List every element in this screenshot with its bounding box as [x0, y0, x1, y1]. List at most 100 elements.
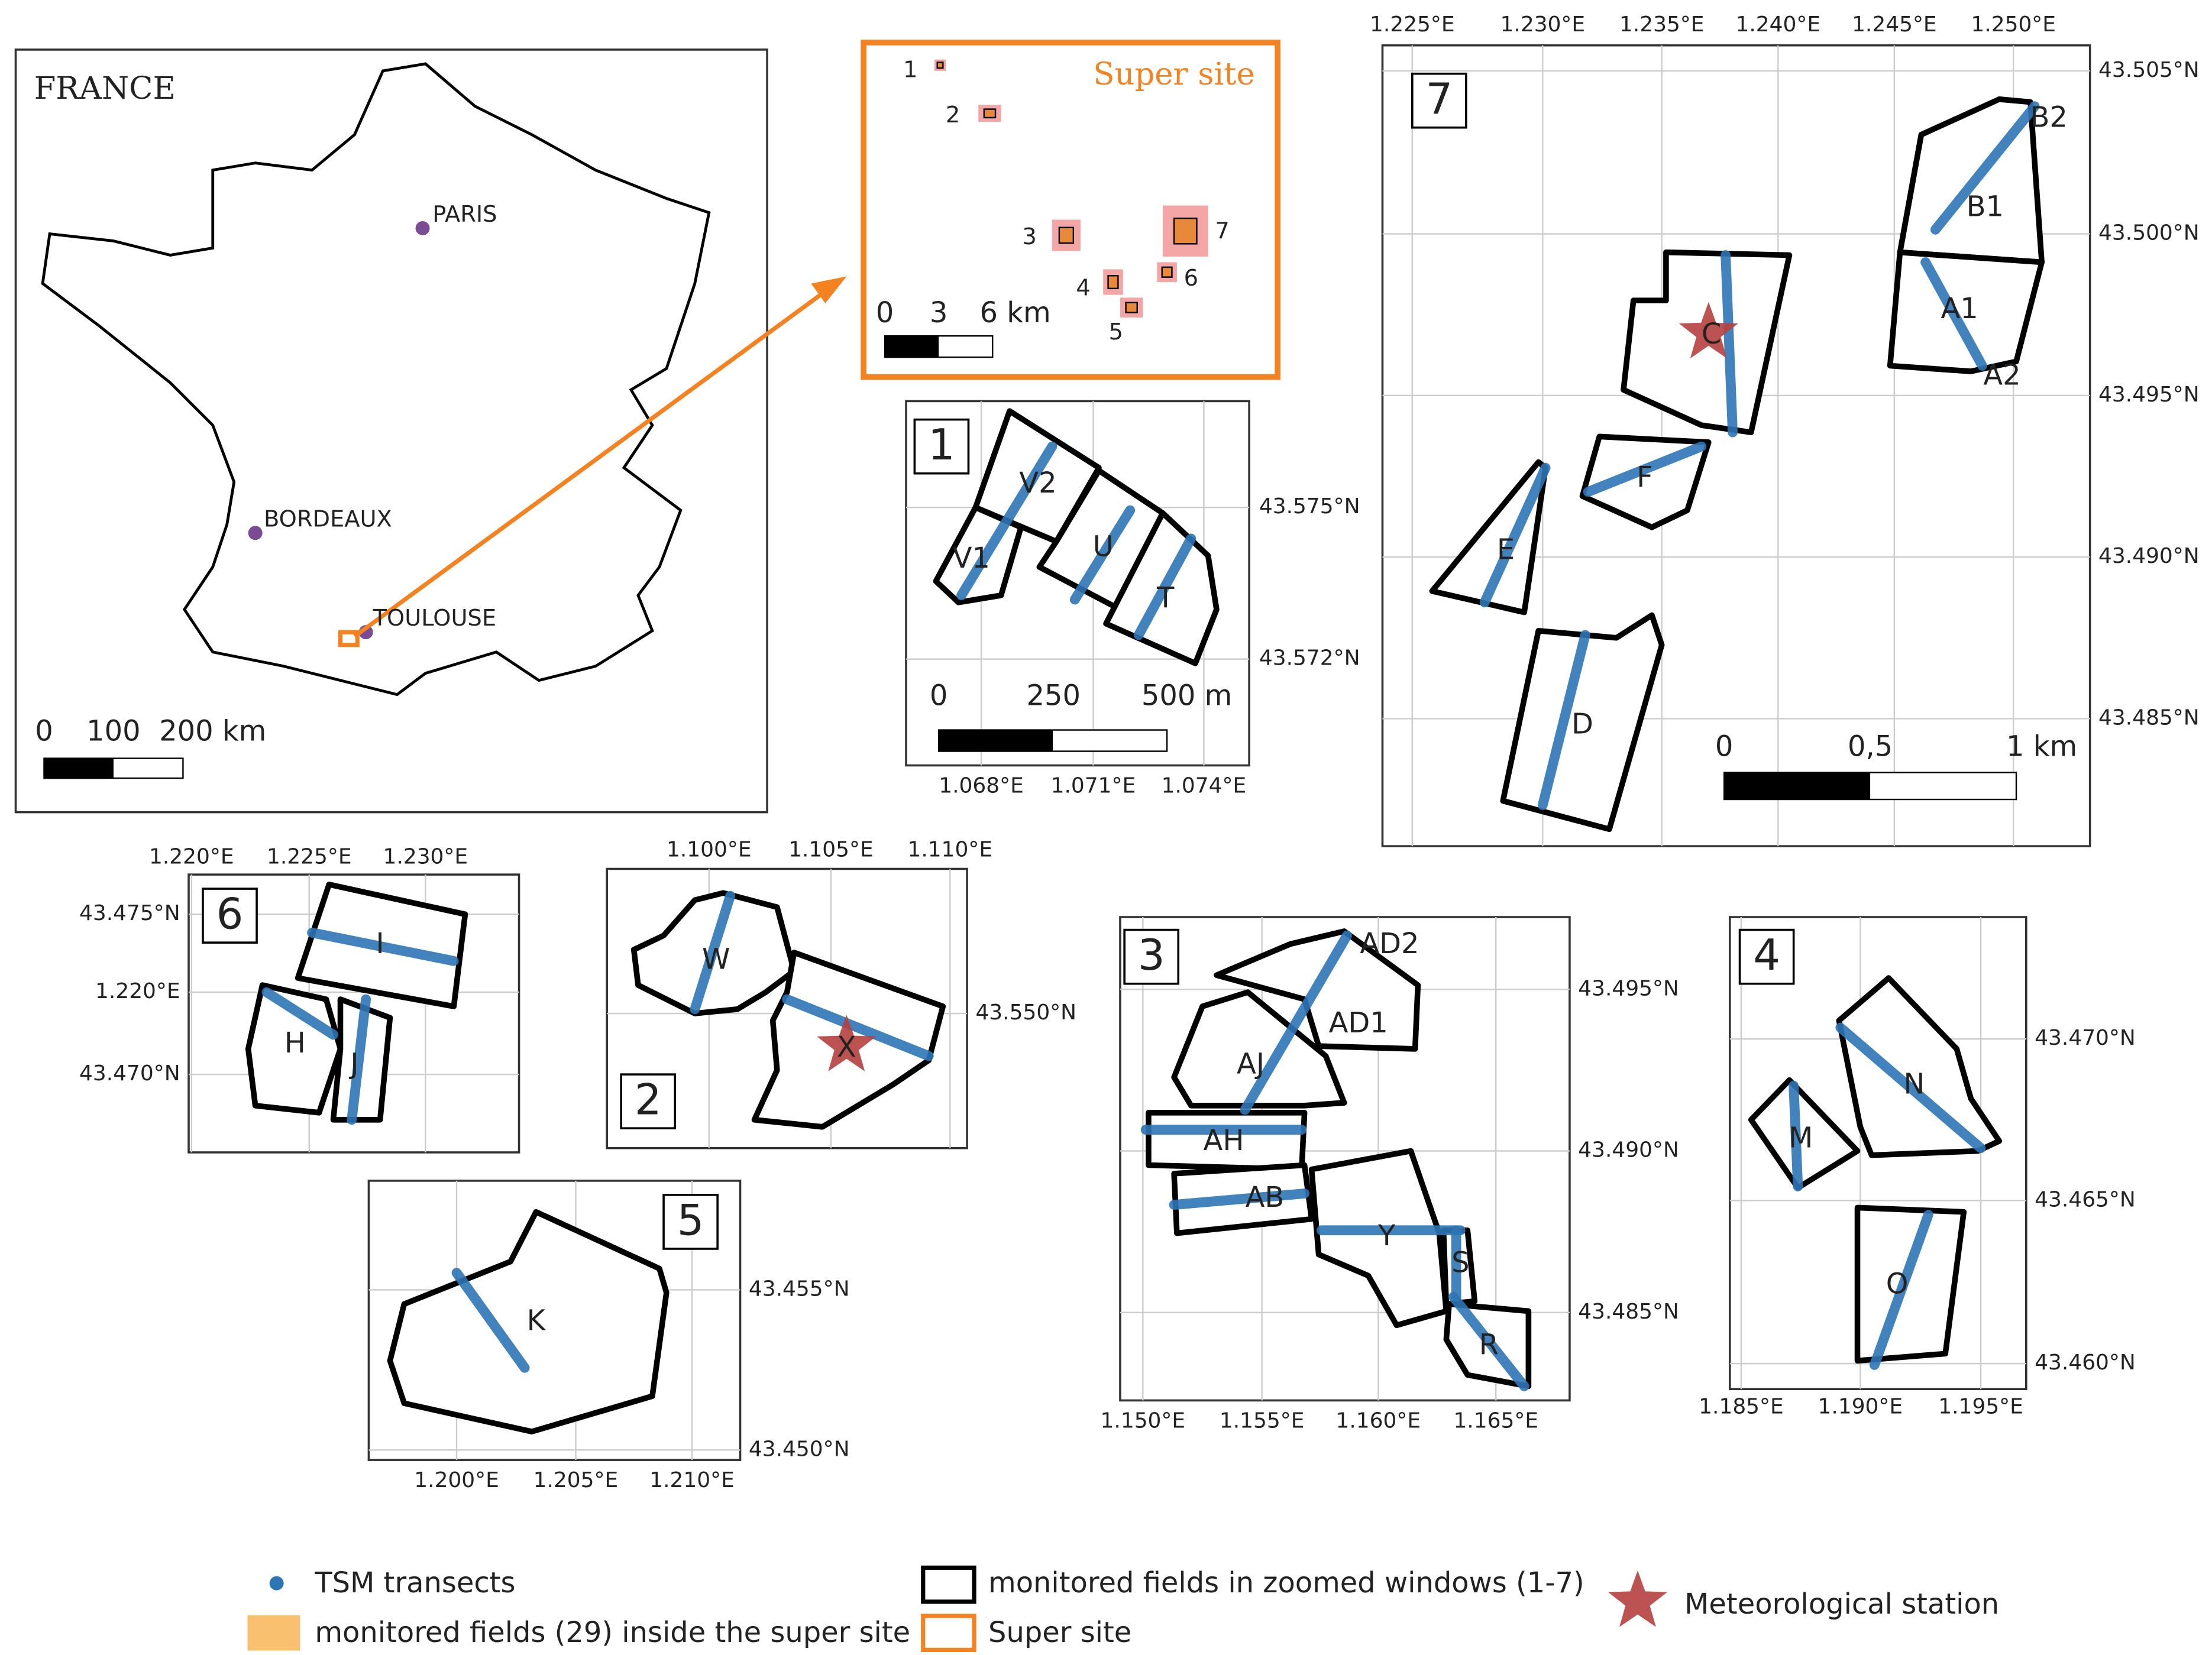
transect: [1869, 1210, 1933, 1370]
x-tick-label: 1.150°E: [1101, 1408, 1186, 1433]
scale-label: 500 m: [1141, 679, 1232, 712]
x-tick-label: 1.230°E: [383, 844, 468, 869]
transect: [690, 890, 736, 1015]
field-label: A1: [1941, 293, 1978, 325]
x-tick-label: 1.210°E: [649, 1468, 735, 1492]
legend-swatch: [921, 1565, 976, 1604]
field-outline: [1836, 975, 2003, 1158]
field-label: B1: [1967, 190, 2004, 223]
france-outline: [41, 62, 711, 697]
scale-bar-fill: [885, 336, 939, 358]
field-label: X: [837, 1031, 856, 1064]
site-number: 6: [1184, 265, 1198, 292]
scale-bar-fill: [939, 730, 1053, 752]
window-number: 2: [635, 1075, 662, 1125]
window-number: 5: [677, 1195, 704, 1245]
field-label: H: [284, 1027, 306, 1060]
transect: [1835, 1022, 1986, 1154]
legend-swatch: [921, 1614, 976, 1652]
y-tick-label: 43.470°N: [2035, 1026, 2136, 1050]
site-number: 2: [946, 102, 960, 128]
window-number-box: [1411, 72, 1467, 129]
site-number: 3: [1022, 224, 1036, 250]
window-number-box: [662, 1194, 719, 1250]
x-tick-label: 1.185°E: [1699, 1394, 1784, 1418]
arrow-head: [811, 276, 847, 304]
site-number: 4: [1076, 275, 1090, 302]
field-label: AH: [1204, 1125, 1244, 1157]
field-label: V1: [953, 542, 990, 575]
field-label: W: [702, 943, 730, 976]
scale-label: 0: [930, 679, 948, 712]
site-field: [1058, 226, 1075, 244]
transect: [1930, 101, 2040, 235]
legend-label: Meteorological station: [1684, 1588, 1999, 1621]
transect: [1920, 257, 1987, 371]
field-outline: [1854, 1204, 1967, 1364]
window-number: 4: [1753, 930, 1780, 980]
x-tick-label: 1.205°E: [533, 1468, 619, 1492]
field-label: K: [527, 1305, 546, 1337]
x-tick-label: 1.235°E: [1619, 12, 1705, 37]
x-tick-label: 1.100°E: [667, 837, 752, 861]
scale-label: 0: [1715, 731, 1733, 763]
city-label: PARIS: [432, 201, 497, 228]
field-outline: [387, 1209, 670, 1434]
y-tick-label: 43.475°N: [79, 901, 180, 925]
x-tick-label: 1.220°E: [149, 844, 234, 869]
map-title: FRANCE: [34, 70, 176, 106]
transect: [347, 994, 371, 1125]
y-tick-label: 43.450°N: [749, 1437, 850, 1461]
scale-label: 3: [930, 297, 948, 329]
y-tick-label: 43.550°N: [975, 1000, 1076, 1025]
transect: [1789, 1080, 1803, 1191]
y-tick-label: 43.495°N: [2098, 383, 2200, 407]
y-tick-label: 43.500°N: [2098, 221, 2200, 245]
x-tick-label: 1.195°E: [1938, 1394, 2023, 1418]
transect: [451, 1268, 530, 1373]
y-tick-label: 43.495°N: [1578, 976, 1679, 1000]
field-label: T: [1156, 582, 1175, 614]
field-label: R: [1479, 1329, 1499, 1361]
scale-bar-fill: [1724, 772, 1871, 800]
x-tick-label: 1.200°E: [414, 1468, 499, 1492]
transect: [1721, 250, 1738, 438]
transect: [782, 994, 934, 1061]
window-number: 3: [1138, 930, 1165, 980]
super-site-marker: [338, 630, 360, 647]
x-tick-label: 1.155°E: [1220, 1408, 1305, 1433]
field-label: AB: [1246, 1181, 1285, 1214]
scale-label: 100: [86, 715, 141, 747]
x-tick-label: 1.071°E: [1051, 773, 1136, 798]
field-label: E: [1497, 534, 1515, 566]
super-site-title: Super site: [1093, 56, 1254, 92]
site-number: 5: [1109, 319, 1123, 345]
x-tick-label: 1.190°E: [1818, 1394, 1903, 1418]
x-tick-label: 1.165°E: [1453, 1408, 1538, 1433]
field-label: AJ: [1237, 1048, 1265, 1081]
x-tick-label: 1.105°E: [788, 837, 874, 861]
field-label: D: [1571, 708, 1593, 740]
field-label: O: [1886, 1268, 1909, 1300]
city-dot: [415, 221, 430, 235]
field-label: B2: [2030, 101, 2067, 134]
site-field: [1125, 302, 1138, 313]
window-number: 1: [928, 420, 955, 469]
field-outline: [245, 982, 344, 1116]
field-label: A2: [1983, 359, 2020, 392]
site-number: 1: [903, 56, 917, 83]
site-field: [1161, 266, 1173, 278]
window-number-box: [1738, 928, 1795, 985]
arrow: [353, 292, 824, 639]
window-number-box: [620, 1073, 677, 1129]
window-number: 7: [1425, 74, 1453, 124]
transect: [1537, 630, 1590, 811]
site-field: [936, 61, 944, 69]
site-number: 7: [1215, 218, 1229, 245]
field-label: U: [1093, 531, 1114, 563]
x-tick-label: 1.074°E: [1162, 773, 1247, 798]
field-outline: [1500, 612, 1665, 833]
legend-label: monitored fields in zoomed windows (1-7): [988, 1567, 1584, 1599]
scale-bar-fill: [44, 758, 114, 779]
